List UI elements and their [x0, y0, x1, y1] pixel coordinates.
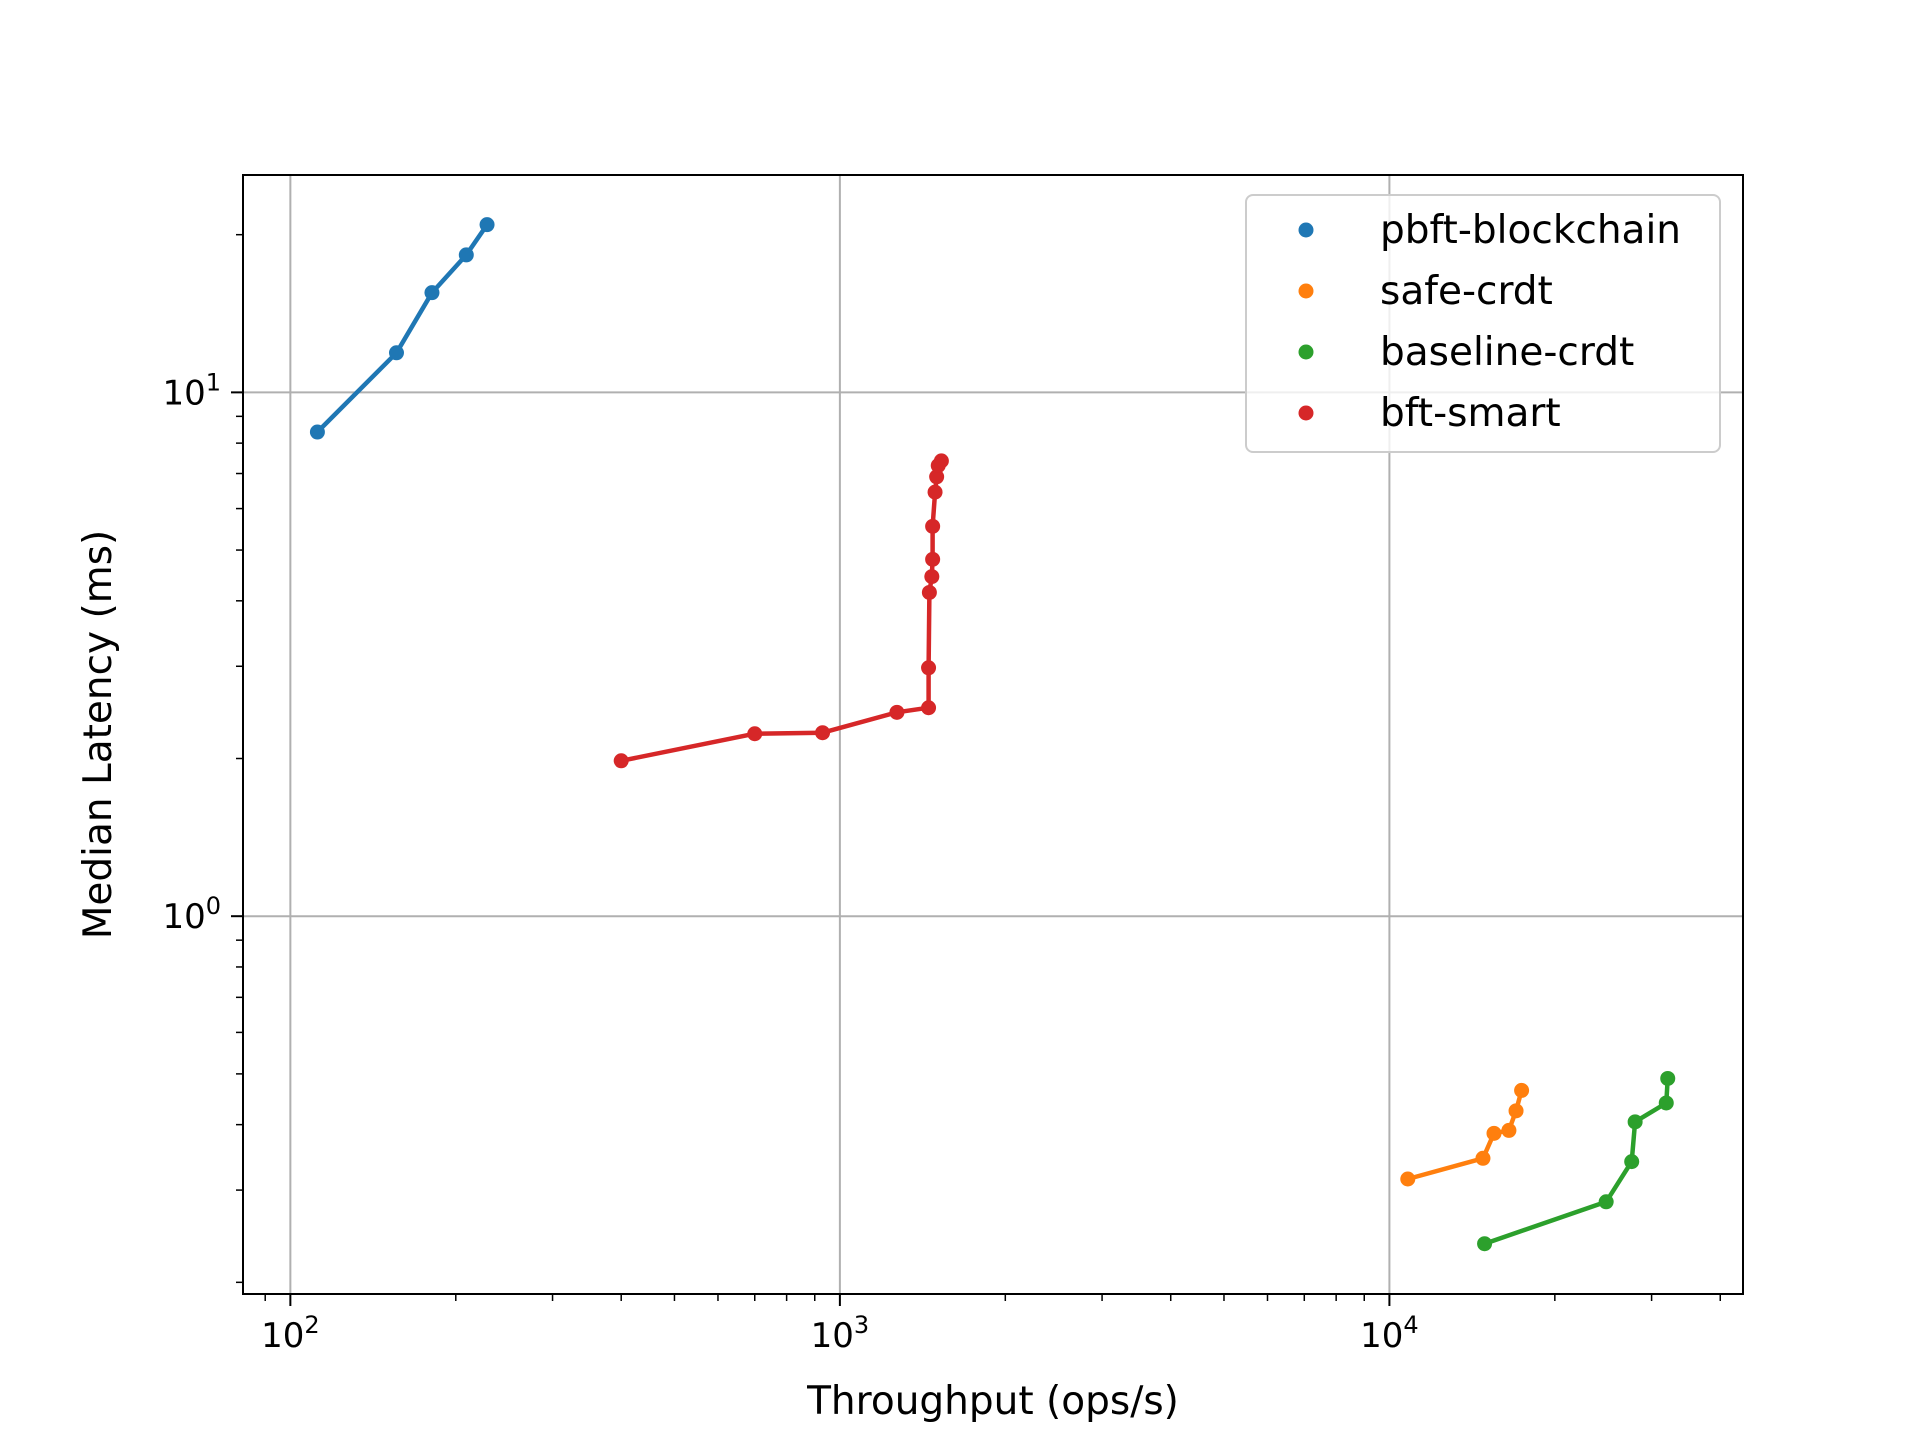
legend-item: safe-crdt — [1298, 269, 1553, 314]
legend-label: bft-smart — [1380, 391, 1561, 436]
data-point — [921, 660, 937, 676]
y-tick-label: 100 — [162, 892, 221, 937]
data-point — [1475, 1150, 1491, 1166]
data-point — [424, 285, 440, 301]
plot-area-frame — [242, 174, 1744, 1295]
data-point — [1508, 1103, 1524, 1119]
legend-label: safe-crdt — [1380, 269, 1553, 314]
x-axis-label: Throughput (ops/s) — [806, 1379, 1179, 1424]
data-point — [309, 424, 325, 440]
legend-marker — [1298, 405, 1314, 421]
legend-label: baseline-crdt — [1380, 330, 1634, 375]
data-point — [1514, 1082, 1530, 1098]
legend-label: pbft-blockchain — [1380, 208, 1681, 253]
minor-ticks — [236, 233, 1722, 1301]
data-point — [815, 725, 831, 741]
data-point — [1501, 1122, 1517, 1138]
data-point — [924, 569, 940, 585]
data-point — [889, 704, 905, 720]
legend-item: pbft-blockchain — [1298, 208, 1681, 253]
legend-item: bft-smart — [1298, 391, 1561, 436]
y-axis-label: Median Latency (ms) — [76, 530, 121, 940]
data-point — [1624, 1154, 1640, 1170]
data-point — [1400, 1171, 1416, 1187]
data-point — [1477, 1236, 1493, 1252]
data-point — [929, 469, 945, 485]
legend-marker — [1298, 344, 1314, 360]
series-pbft-blockchain — [309, 217, 495, 440]
series-bft-smart — [613, 453, 949, 769]
data-point — [388, 345, 404, 361]
data-point — [479, 217, 495, 233]
data-point — [921, 700, 937, 716]
data-point — [1658, 1095, 1674, 1111]
data-point — [1627, 1114, 1643, 1130]
data-point — [925, 518, 941, 534]
data-point — [927, 484, 943, 500]
series-baseline-crdt — [1477, 1070, 1676, 1252]
x-tick-label: 103 — [811, 1311, 870, 1356]
data-point — [613, 753, 629, 769]
data-point — [933, 453, 949, 469]
legend-marker — [1298, 222, 1314, 238]
legend-item: baseline-crdt — [1298, 330, 1634, 375]
x-tick-label: 102 — [261, 1311, 320, 1356]
data-point — [458, 247, 474, 263]
data-point — [1486, 1125, 1502, 1141]
series-layer — [309, 217, 1676, 1252]
legend: pbft-blockchain safe-crdt baseline-crdt bft… — [1245, 194, 1721, 453]
data-point — [1660, 1070, 1676, 1086]
legend-box — [1245, 194, 1721, 453]
series-safe-crdt — [1400, 1082, 1530, 1187]
legend-marker — [1298, 283, 1314, 299]
data-point — [921, 584, 937, 600]
data-point — [1598, 1194, 1614, 1210]
data-point — [925, 551, 941, 567]
y-tick-label: 101 — [162, 368, 221, 413]
data-point — [747, 726, 763, 742]
x-tick-label: 104 — [1360, 1311, 1419, 1356]
axis-ticks: 102 103 104 100 101 — [162, 368, 1418, 1356]
